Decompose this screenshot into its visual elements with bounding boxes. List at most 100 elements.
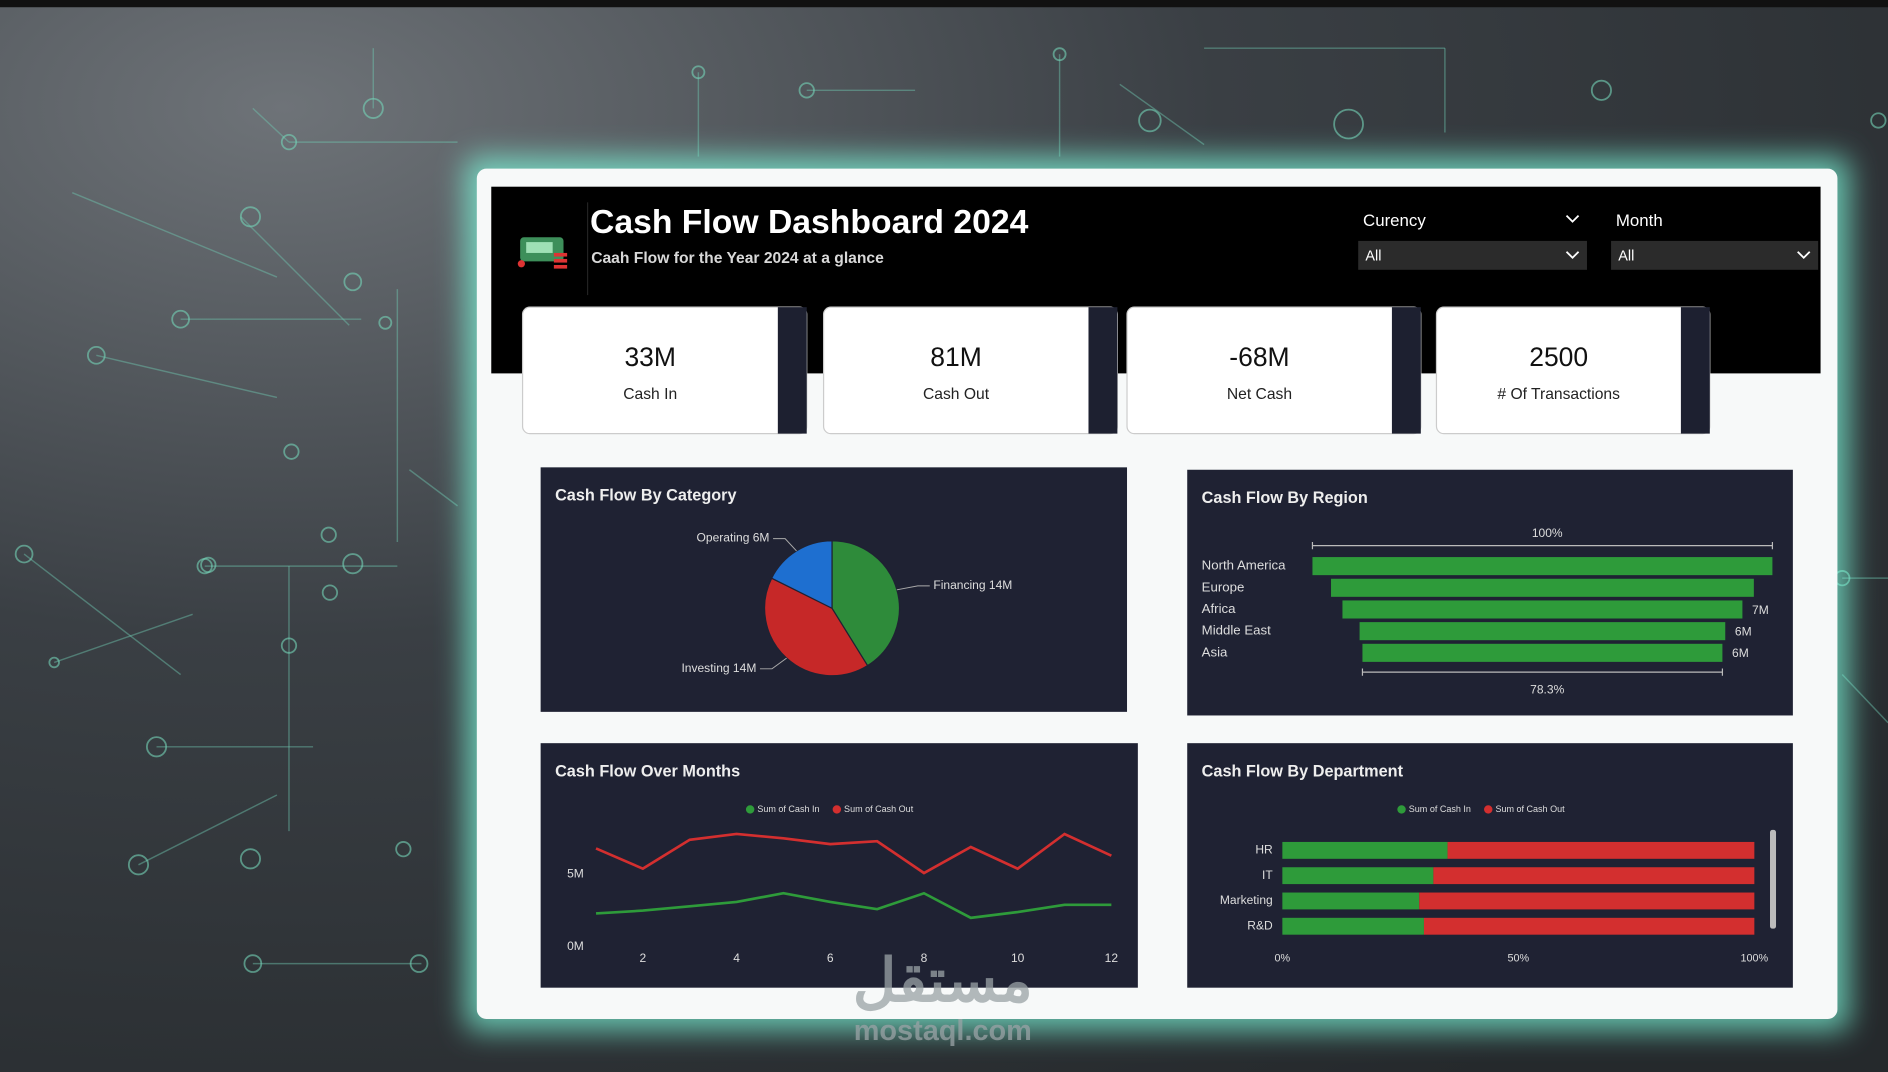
leader-line [896,585,930,591]
circuit-node [1870,112,1887,129]
data-label: 7M [1752,603,1769,617]
circuit-node [239,848,261,870]
kpi-value: 2500 [1529,342,1588,372]
legend-label: Sum of Cash In [757,804,819,814]
bar-segment [1282,892,1420,910]
circuit-line [1841,674,1888,724]
chart-title: Cash Flow By Region [1202,489,1368,507]
x-tick-label: 8 [921,951,928,965]
chart-panel [1187,743,1793,988]
data-label: Operating 6M [697,531,770,545]
funnel-bar [1362,643,1723,662]
filter-dropdown[interactable] [1358,240,1587,270]
chart-title: Cash Flow By Department [1202,762,1404,780]
kpi-label: Net Cash [1227,386,1292,403]
legend-swatch [832,805,842,814]
category-label: R&D [1247,918,1273,932]
dropdown-chevron [1797,251,1811,260]
circuit-node [280,134,298,151]
kpi-card-strip [1391,307,1421,434]
circuit-node [283,443,300,460]
series-line [595,891,1112,920]
legend-swatch [1397,805,1406,814]
bar-segment [1282,917,1424,935]
bar-segment [1419,892,1755,910]
circuit-node [343,272,363,292]
logo-icon [517,237,568,269]
data-label: Investing 14M [681,661,756,675]
dropdown-chevron [1565,214,1580,223]
x-tick-label: 12 [1105,951,1119,965]
kpi-value: -68M [1229,342,1289,372]
icon-dot [517,260,525,268]
funnel-bar [1312,557,1773,576]
data-label: 6M [1732,646,1749,660]
circuit-line [96,354,278,399]
chart-title: Cash Flow Over Months [555,762,740,780]
icon-coin [553,264,568,269]
category-label: HR [1255,843,1273,857]
kpi-value: 81M [930,342,982,372]
filters: Curency All Month All [1358,211,1819,270]
circuit-line [138,794,278,866]
circuit-node [321,584,339,601]
circuit-line [23,553,182,676]
pie-slice [770,540,833,610]
dropdown-chevron [1565,251,1580,260]
chart-panel [540,743,1138,988]
circuit-node [145,736,168,758]
legend-label: Sum of Cash In [1409,804,1471,814]
data-label-value: 14M [733,661,756,675]
category-label: Europe [1202,579,1245,594]
x-tick-label: 50% [1508,953,1530,965]
x-tick-label: 4 [733,951,740,965]
circuit-node [171,309,190,329]
circuit-node [243,954,263,973]
bar-segment [1282,841,1448,859]
circuit-node [280,637,298,654]
circuit-decoration [14,47,1888,973]
x-tick-label: 100% [1740,953,1768,965]
category-label: North America [1202,558,1286,573]
funnel-bar [1331,578,1754,597]
data-label-category: Investing [681,661,729,675]
range-bracket [1361,668,1724,676]
data-label-value: 6M [753,531,770,545]
circuit-node [239,206,261,228]
circuit-line [71,192,278,278]
circuit-node [362,97,384,119]
circuit-line [1119,83,1205,146]
circuit-node [200,556,217,574]
bar-segment [1282,867,1434,885]
data-label-value: 14M [989,578,1012,592]
circuit-node [1138,108,1162,133]
circuit-node [127,854,150,876]
circuit-node [409,954,429,973]
watermark-logo: مستقل [853,946,1033,1014]
circuit-node [1052,47,1067,62]
legend-swatch [745,805,755,814]
circuit-node [320,526,337,543]
circuit-node [86,345,106,365]
circuit-node [1590,79,1612,101]
filter-value: All [1618,248,1634,264]
legend-swatch [1484,805,1493,814]
bar-segment [1423,917,1755,935]
kpi-cards: 33M Cash In 81M Cash Out -68M Net Cash 2500 # O… [521,306,1711,435]
scrollbar [1770,829,1777,929]
circuit-node [48,656,60,669]
x-tick-label: 2 [640,951,647,965]
watermark-site: mostaql.com [854,1015,1032,1047]
legend-label: Sum of Cash Out [844,804,914,814]
bar-segment [1433,867,1755,885]
circuit-node [691,65,706,80]
category-label: Middle East [1202,623,1271,638]
filter-value: All [1365,248,1381,264]
filter-label: Month [1616,211,1663,230]
annotation: 100% [1532,526,1563,540]
x-tick-label: 10 [1011,951,1025,965]
filter-dropdown[interactable] [1611,240,1819,270]
annotation: 78.3% [1530,682,1564,696]
